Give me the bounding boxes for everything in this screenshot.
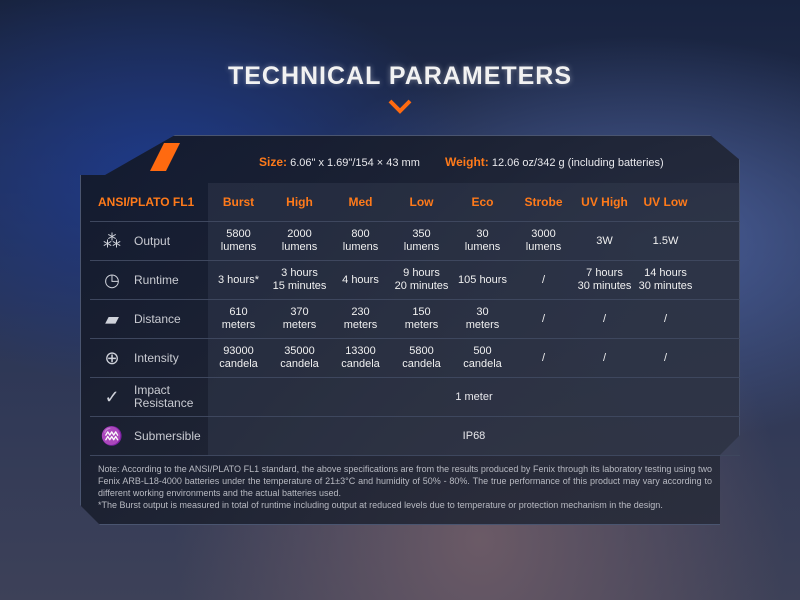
table-cell: /: [541, 312, 546, 325]
column-header: Burst: [222, 194, 255, 209]
table-cell: 3 hours*: [218, 273, 259, 286]
column-header: Med: [348, 194, 373, 209]
table-cell: 370 meters: [282, 306, 317, 331]
table-cell: 500 candela: [463, 345, 502, 370]
column-header: UV Low: [643, 194, 688, 209]
table-cell: 3W: [596, 234, 613, 247]
table-row: ⁂ Output 5800 lumens 2000 lumens 800 lumens 350 l…: [90, 222, 740, 261]
standard-label: ANSI/PLATO FL1: [98, 195, 195, 209]
note-text: Note: According to the ANSI/PLATO FL1 st…: [98, 464, 712, 510]
table-cell: 7 hours 30 minutes: [577, 267, 632, 292]
column-header: High: [286, 194, 313, 209]
table-cell: 1.5W: [652, 234, 679, 247]
spec-table: ANSI/PLATO FL1 Burst High Med Low Eco Strobe U…: [90, 183, 740, 456]
distance-beam-icon: ▰: [105, 308, 119, 329]
water-splash-icon: ♒: [100, 425, 124, 446]
target-icon: ⊕: [104, 347, 120, 368]
table-cell: 35000 candela: [280, 345, 319, 370]
table-cell: 30 meters: [465, 306, 500, 331]
table-cell: 3000 lumens: [525, 228, 562, 253]
spec-panel: [80, 135, 740, 525]
table-cell: 230 meters: [343, 306, 378, 331]
table-cell: 1 meter: [455, 391, 493, 403]
table-cell: /: [663, 312, 668, 325]
table-row: ▰ Distance 610 meters 370 meters 230 meters 150 m…: [90, 300, 740, 339]
row-label: ◷ Runtime: [90, 261, 208, 299]
table-row: ⊕ Intensity 93000 candela 35000 candela 13300 c…: [90, 339, 740, 378]
impact-icon: ✓: [104, 386, 120, 407]
table-cell: 350 lumens: [403, 228, 440, 253]
table-cell: 150 meters: [404, 306, 439, 331]
column-header: Strobe: [524, 194, 563, 209]
size-spec: Size: 6.06" x 1.69"/154 × 43 mm: [259, 155, 420, 169]
table-header: ANSI/PLATO FL1 Burst High Med Low Eco Strobe U…: [90, 183, 740, 222]
table-cell: 30 lumens: [464, 228, 501, 253]
table-cell: 5800 candela: [402, 345, 441, 370]
table-cell: /: [663, 351, 668, 364]
row-label: ✓ Impact Resistance: [90, 378, 208, 416]
row-label: ▰ Distance: [90, 300, 208, 338]
table-cell: 4 hours: [342, 273, 379, 286]
row-label: ⁂ Output: [90, 222, 208, 260]
column-header: UV High: [581, 194, 628, 209]
table-cell: 14 hours 30 minutes: [638, 267, 693, 292]
table-cell: 800 lumens: [342, 228, 379, 253]
table-row-impact: ✓ Impact Resistance 1 meter: [90, 378, 740, 417]
table-row-submersible: ♒ Submersible IP68: [90, 417, 740, 456]
table-cell: /: [541, 273, 546, 286]
table-cell: IP68: [462, 430, 486, 442]
clock-icon: ◷: [104, 269, 120, 290]
burst-light-icon: ⁂: [103, 230, 121, 251]
chevron-down-icon: [388, 99, 412, 114]
table-row: ◷ Runtime 3 hours* 3 hours 15 minutes 4 hours…: [90, 261, 740, 300]
weight-spec: Weight: 12.06 oz/342 g (including batter…: [445, 155, 664, 169]
row-label: ♒ Submersible: [90, 417, 208, 455]
table-cell: /: [602, 312, 607, 325]
page-title: TECHNICAL PARAMETERS: [227, 62, 573, 90]
table-cell: 93000 candela: [219, 345, 258, 370]
table-cell: 13300 candela: [341, 345, 380, 370]
table-cell: 3 hours 15 minutes: [272, 267, 327, 292]
row-label: ⊕ Intensity: [90, 339, 208, 377]
table-cell: 2000 lumens: [281, 228, 318, 253]
table-cell: /: [541, 351, 546, 364]
column-header: Eco: [471, 194, 494, 209]
table-cell: 105 hours: [458, 273, 507, 286]
table-cell: 610 meters: [221, 306, 256, 331]
table-cell: 9 hours 20 minutes: [394, 267, 449, 292]
table-cell: 5800 lumens: [220, 228, 257, 253]
table-cell: /: [602, 351, 607, 364]
column-header: Low: [409, 194, 434, 209]
